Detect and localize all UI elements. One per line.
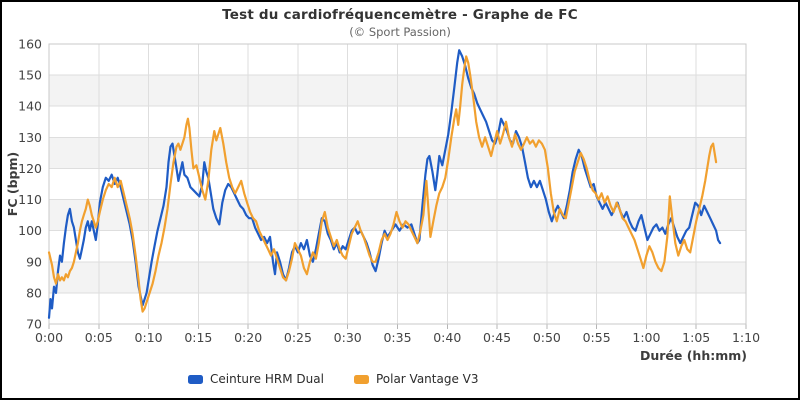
- y-tick-label: 160: [18, 37, 42, 52]
- legend-label-polar-vantage-v3: Polar Vantage V3: [375, 372, 479, 386]
- y-tick-label: 70: [26, 317, 42, 332]
- x-tick-label: 0:35: [383, 330, 411, 345]
- legend-label-ceinture-hrm-dual: Ceinture HRM Dual: [210, 372, 324, 386]
- y-tick-label: 120: [18, 161, 42, 176]
- x-tick-label: 0:20: [234, 330, 262, 345]
- x-tick-label: 1:05: [682, 330, 710, 345]
- legend-item-polar-vantage-v3[interactable]: Polar Vantage V3: [353, 372, 479, 386]
- x-tick-label: 0:45: [483, 330, 511, 345]
- y-tick-label: 150: [18, 68, 42, 83]
- legend-swatch-blue-icon: [188, 374, 203, 384]
- y-tick-label: 100: [18, 223, 42, 238]
- x-tick-label: 0:00: [35, 330, 63, 345]
- legend-item-ceinture-hrm-dual[interactable]: Ceinture HRM Dual: [188, 372, 324, 386]
- legend-swatch-orange-icon: [353, 374, 369, 384]
- x-tick-label: 0:30: [334, 330, 362, 345]
- chart-title: Test du cardiofréquencemètre - Graphe de…: [222, 7, 578, 23]
- x-tick-label: 0:10: [135, 330, 163, 345]
- x-tick-label: 0:05: [85, 330, 113, 345]
- x-tick-label: 1:00: [632, 330, 660, 345]
- y-tick-label: 140: [18, 99, 42, 114]
- y-tick-label: 130: [18, 130, 42, 145]
- x-tick-label: 0:25: [284, 330, 312, 345]
- y-axis-title: FC (bpm): [5, 152, 20, 216]
- x-tick-label: 0:55: [583, 330, 611, 345]
- plot-border: [48, 43, 747, 325]
- x-tick-label: 0:40: [433, 330, 461, 345]
- legend: Ceinture HRM Dual Polar Vantage V3: [188, 372, 479, 386]
- x-axis-title: Durée (hh:mm): [640, 348, 747, 363]
- chart-subtitle: (© Sport Passion): [349, 25, 451, 39]
- x-tick-label: 0:15: [184, 330, 212, 345]
- x-tick-label: 1:10: [732, 330, 760, 345]
- y-tick-label: 80: [26, 285, 42, 300]
- y-tick-label: 90: [26, 254, 42, 269]
- y-tick-label: 110: [18, 192, 42, 207]
- series-line-polar-vantage-v3: [47, 55, 718, 313]
- x-tick-label: 0:50: [533, 330, 561, 345]
